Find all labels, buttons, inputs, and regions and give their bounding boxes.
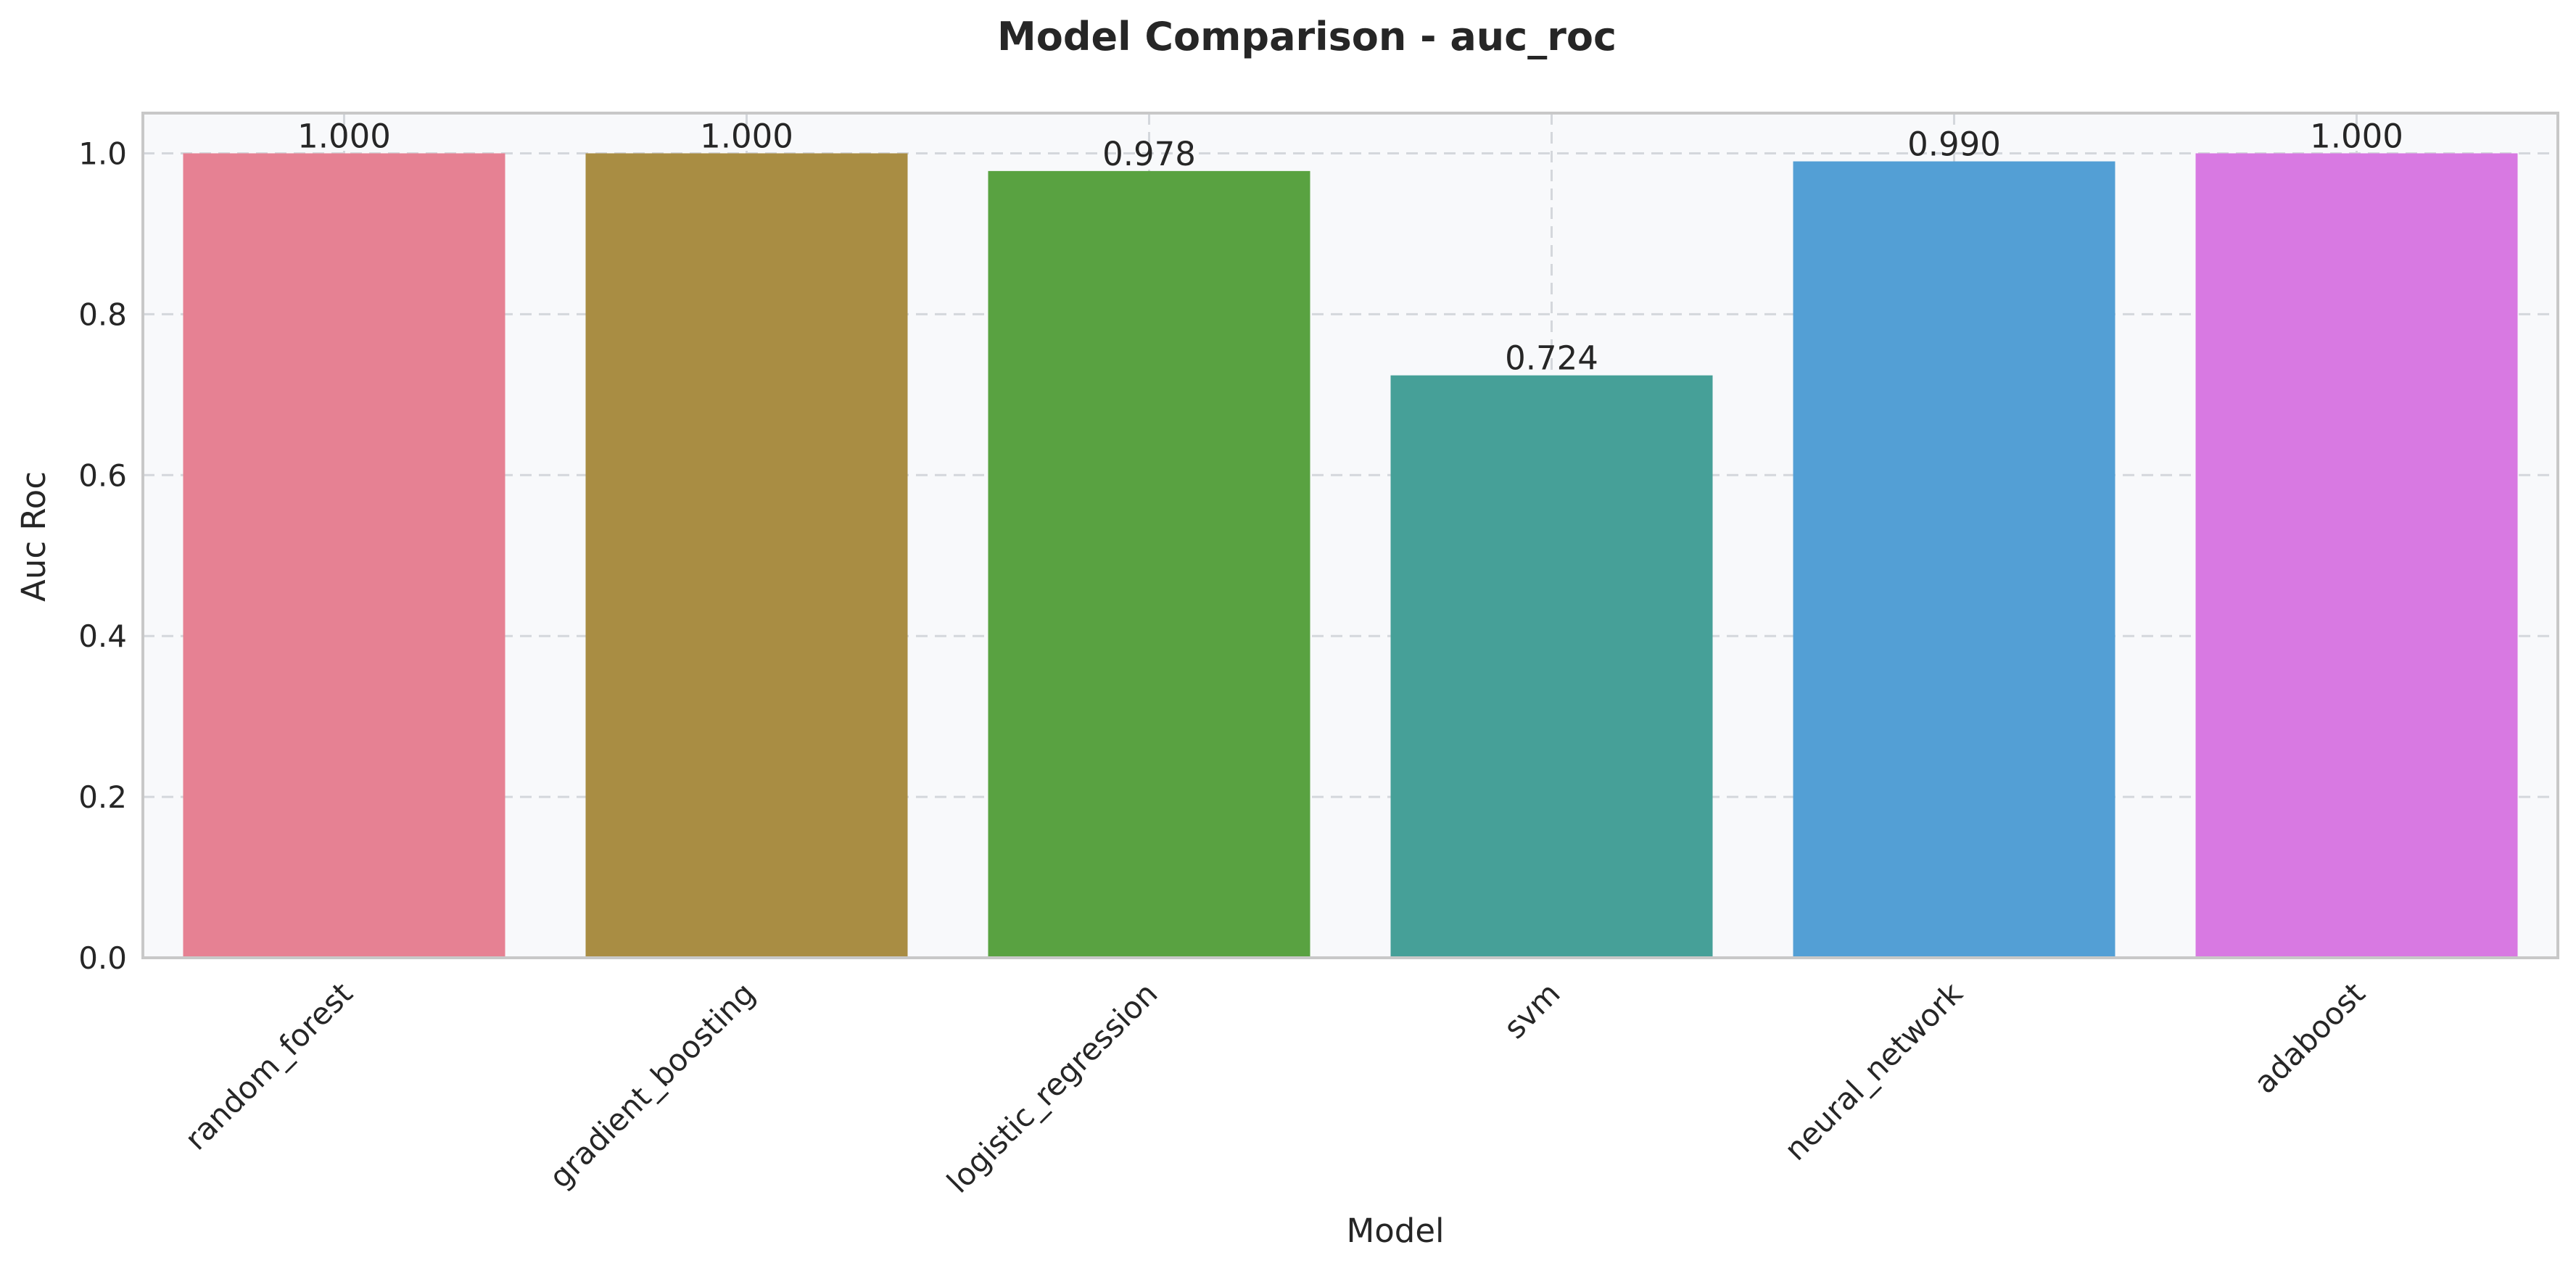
- y-axis-title: Auc Roc: [15, 471, 53, 602]
- bars: [183, 153, 2518, 959]
- y-tick-label: 0.8: [78, 297, 127, 332]
- y-tick-label: 0.6: [78, 458, 127, 493]
- y-tick-label: 0.4: [78, 618, 127, 654]
- data-labels: 1.000 1.000 0.978 0.724 0.990 1.000: [297, 117, 2403, 377]
- plot-background: [143, 113, 2558, 958]
- bar-adaboost: [2195, 153, 2518, 958]
- bar-gradient-boosting: [585, 153, 908, 958]
- chart-title: Model Comparison - auc_roc: [997, 14, 1617, 59]
- bar-value-label: 1.000: [700, 117, 793, 155]
- bar-random-forest: [183, 153, 505, 958]
- y-tick-label: 1.0: [78, 136, 127, 171]
- bar-value-label: 0.724: [1505, 339, 1598, 378]
- y-tick-label: 0.2: [78, 779, 127, 815]
- bar-value-label: 1.000: [2310, 117, 2403, 155]
- bar-svm: [1390, 375, 1713, 958]
- y-axis-ticks: 0.0 0.2 0.4 0.6 0.8 1.0: [78, 136, 127, 976]
- y-tick-label: 0.0: [78, 940, 127, 976]
- plot-frame: [141, 112, 2559, 959]
- bar-value-label: 0.978: [1102, 135, 1196, 173]
- bar-logistic-regression: [988, 170, 1310, 958]
- bar-neural-network: [1793, 161, 2115, 959]
- x-axis-title: Model: [1346, 1212, 1444, 1250]
- bar-value-label: 1.000: [297, 117, 391, 155]
- bar-value-label: 0.990: [1907, 125, 2001, 164]
